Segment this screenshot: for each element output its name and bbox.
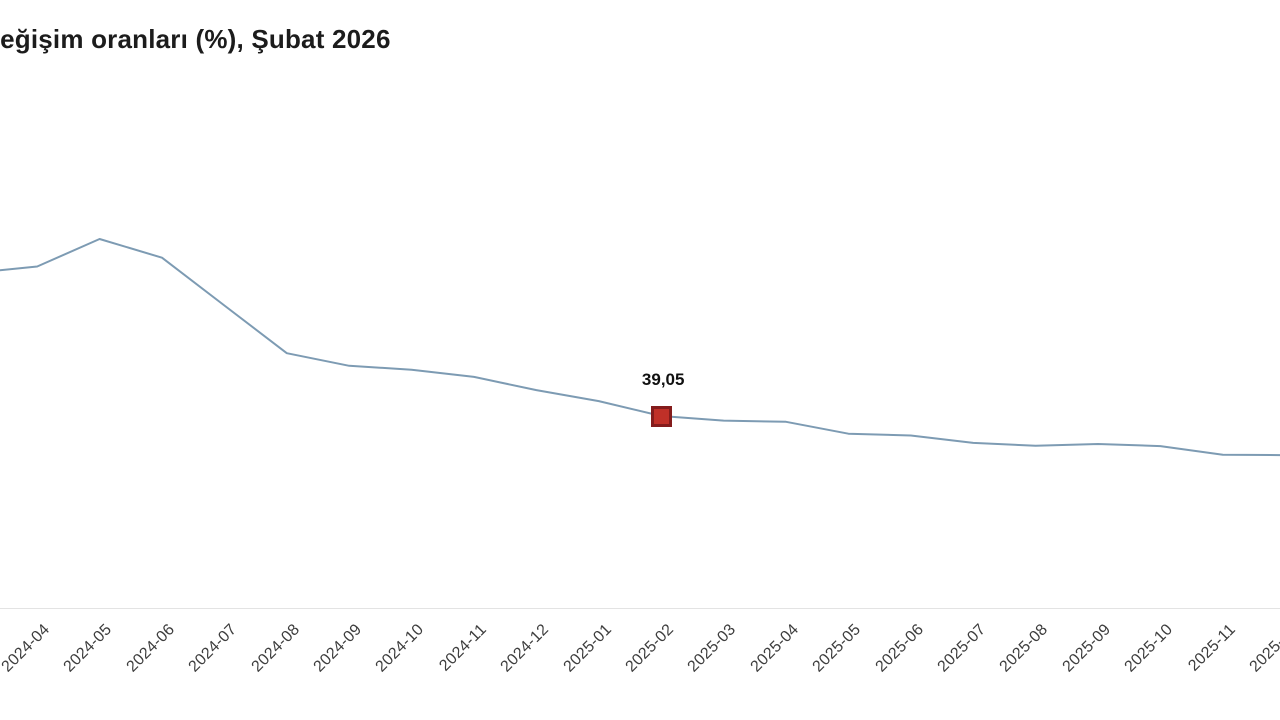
point-value-label: 39,05 bbox=[641, 370, 685, 389]
x-axis-line bbox=[0, 608, 1280, 609]
chart-title: değişim oranları (%), Şubat 2026 bbox=[0, 24, 391, 54]
highlighted-point-marker[interactable] bbox=[650, 405, 672, 427]
series-line bbox=[0, 238, 1280, 457]
